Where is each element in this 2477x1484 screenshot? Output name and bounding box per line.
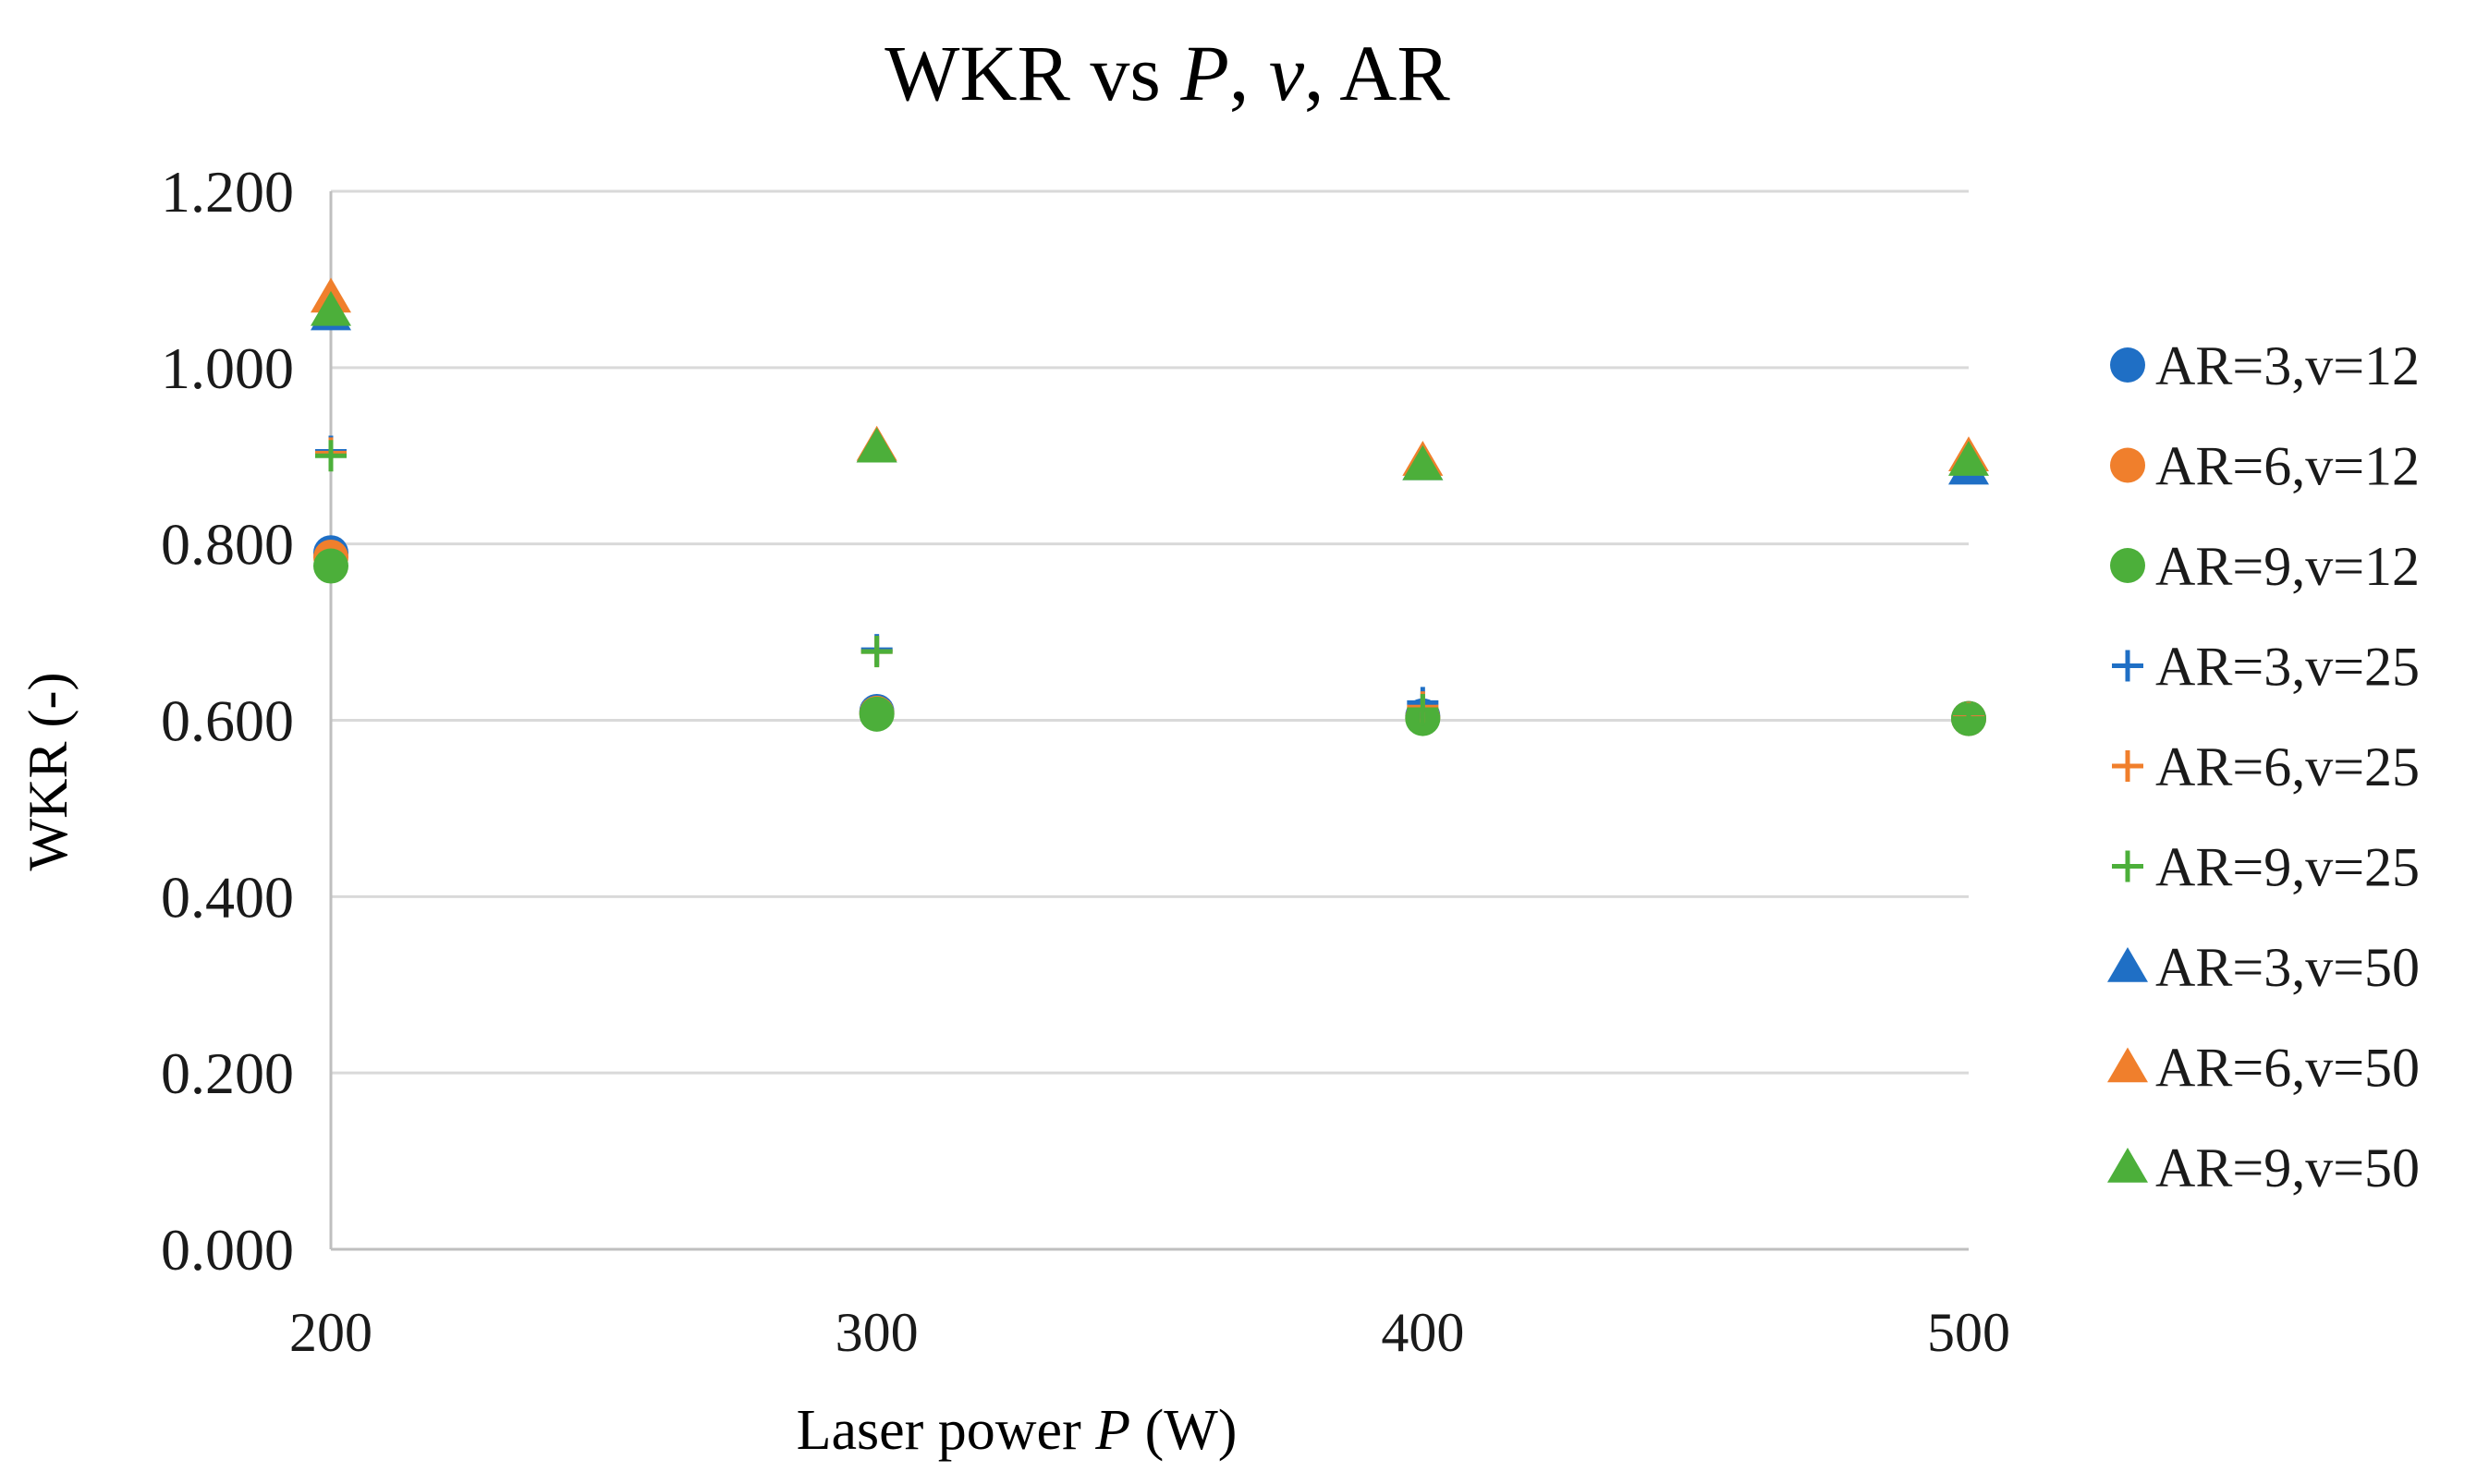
title-sep2: , AR: [1304, 29, 1450, 117]
legend-label: AR=6,v=25: [2155, 736, 2420, 797]
legend-marker-triangle: [2107, 1047, 2148, 1083]
legend-label: AR=6,v=50: [2155, 1038, 2420, 1099]
legend-label: AR=3,v=25: [2155, 637, 2420, 698]
title-v: v: [1269, 29, 1305, 117]
y-tick-label: 0.800: [161, 512, 294, 578]
y-tick-labels: 0.000 0.200 0.400 0.600 0.800 1.000 1.200: [161, 159, 294, 1283]
data-point-circle: [859, 696, 895, 732]
legend-label: AR=9,v=12: [2155, 536, 2420, 597]
legend-item: AR=3,v=50: [2107, 937, 2420, 998]
legend-item: AR=6,v=25: [2112, 736, 2420, 797]
title-prefix: WKR vs: [885, 29, 1180, 117]
x-axis-label: Laser power P (W): [797, 1399, 1238, 1462]
title-sep1: ,: [1229, 29, 1269, 117]
legend-marker-circle: [2110, 447, 2145, 483]
legend-item: AR=3,v=25: [2112, 637, 2420, 698]
title-p: P: [1179, 29, 1229, 117]
data-point-triangle: [1402, 444, 1444, 480]
legend-marker-plus: [2112, 750, 2143, 782]
legend-item: AR=9,v=12: [2110, 536, 2420, 597]
legend-marker-plus: [2112, 850, 2143, 882]
legend-marker-circle: [2110, 548, 2145, 583]
legend-item: AR=6,v=50: [2107, 1038, 2420, 1099]
data-point-plus: [860, 636, 893, 668]
data-point-circle: [313, 548, 348, 584]
y-axis-label: WKR (-): [18, 673, 79, 871]
legend-item: AR=9,v=50: [2107, 1137, 2420, 1198]
legend-marker-plus: [2112, 650, 2143, 682]
legend-marker-triangle: [2107, 947, 2148, 982]
axes: [329, 191, 1969, 1251]
x-tick-label: 300: [836, 1302, 919, 1363]
legend-label: AR=9,v=25: [2155, 837, 2420, 898]
legend-label: AR=3,v=50: [2155, 937, 2420, 998]
legend-marker-circle: [2110, 347, 2145, 383]
chart-title: WKR vs P, v, AR: [885, 29, 1450, 117]
legend-item: AR=3,v=12: [2110, 335, 2420, 396]
data-point-triangle: [856, 427, 897, 463]
data-point-plus: [1407, 694, 1439, 726]
legend-label: AR=9,v=50: [2155, 1137, 2420, 1198]
y-tick-label: 1.000: [161, 335, 294, 401]
data-point-triangle: [311, 290, 351, 326]
y-tick-label: 0.400: [161, 864, 294, 930]
y-tick-label: 0.600: [161, 688, 294, 754]
data-point-plus: [315, 440, 347, 472]
x-label-p: P: [1094, 1399, 1130, 1462]
legend-item: AR=6,v=12: [2110, 436, 2420, 497]
legend-label: AR=6,v=12: [2155, 436, 2420, 497]
data-point-plus: [1953, 702, 1984, 735]
legend: AR=3,v=12 AR=6,v=12 AR=9,v=12 AR=3,v=25 AR=6…: [2107, 335, 2420, 1198]
legend-marker-triangle: [2107, 1148, 2148, 1183]
y-tick-label: 1.200: [161, 159, 294, 225]
legend-label: AR=3,v=12: [2155, 335, 2420, 396]
x-tick-label: 500: [1927, 1302, 2010, 1363]
y-tick-label: 0.200: [161, 1040, 294, 1106]
legend-item: AR=9,v=25: [2112, 837, 2420, 898]
x-tick-label: 400: [1381, 1302, 1464, 1363]
x-label-prefix: Laser power: [797, 1399, 1096, 1462]
x-tick-label: 200: [289, 1302, 372, 1363]
data-points: [311, 277, 1989, 736]
gridlines: [331, 189, 1969, 1075]
y-tick-label: 0.000: [161, 1217, 294, 1283]
x-tick-labels: 200 300 400 500: [289, 1302, 2010, 1363]
data-point-triangle: [1948, 441, 1989, 476]
x-label-suffix: (W): [1130, 1399, 1237, 1462]
